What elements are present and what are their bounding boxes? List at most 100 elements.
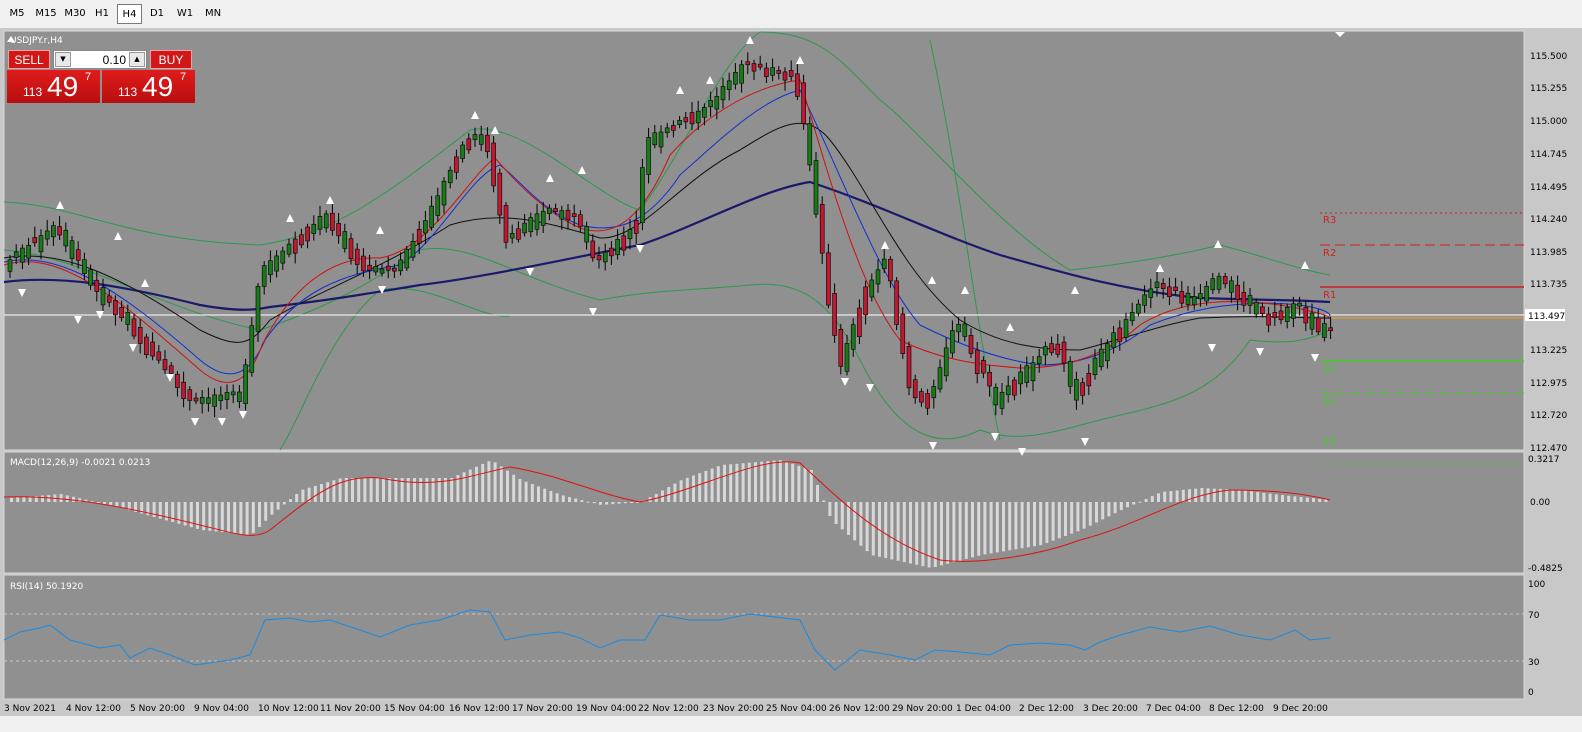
candle-body — [1074, 379, 1079, 401]
macd-bar — [1076, 502, 1080, 532]
macd-bar — [1150, 496, 1154, 502]
chart-area[interactable]: USDJPY.r,H4 R3 R2 R1 S1 S2 S3 113.497 11… — [0, 28, 1582, 716]
macd-bar — [995, 502, 999, 553]
candle-body — [460, 144, 465, 159]
fractal-up-marker — [141, 279, 149, 287]
bid-price-box[interactable]: 113 49 7 — [7, 70, 100, 103]
macd-bar — [772, 460, 776, 502]
candle-body — [144, 336, 149, 355]
tf-m15-button[interactable]: M15 — [35, 8, 57, 19]
macd-bar — [710, 468, 714, 502]
candle-body — [900, 313, 906, 354]
macd-tick: -0.4825 — [1528, 564, 1563, 574]
tf-mn-button[interactable]: MN — [204, 8, 222, 19]
candle-body — [224, 392, 230, 400]
fractal-up-marker — [286, 214, 294, 222]
macd-bar — [183, 502, 187, 526]
fractal-up-marker — [796, 56, 804, 64]
macd-bar — [1020, 502, 1024, 549]
candle-body — [311, 223, 317, 234]
macd-bar — [549, 491, 553, 502]
candle-body — [348, 238, 354, 260]
macd-bar — [1299, 496, 1303, 502]
macd-bar — [518, 478, 522, 502]
rsi-line — [3, 609, 1331, 671]
macd-bar — [332, 480, 336, 502]
price-tick: 115.000 — [1530, 117, 1567, 127]
macd-bar — [1175, 490, 1179, 502]
candle-body — [1055, 343, 1061, 355]
candle-body — [447, 169, 453, 184]
candle-body — [627, 229, 633, 240]
fractal-up-marker — [326, 196, 334, 204]
sell-button[interactable]: SELL — [8, 50, 50, 69]
price-tick: 114.240 — [1530, 215, 1567, 225]
lot-increase-button[interactable]: ▲ — [129, 52, 145, 67]
date-tick: 2 Dec 12:00 — [1019, 704, 1074, 714]
lot-size-value[interactable]: 0.10 — [102, 53, 126, 67]
macd-bar — [1033, 502, 1036, 547]
candle-body — [175, 373, 180, 388]
chart-canvas[interactable]: USDJPY.r,H4 R3 R2 R1 S1 S2 S3 113.497 11… — [0, 28, 1582, 716]
macd-bar — [1250, 491, 1253, 502]
candle-body — [925, 393, 930, 409]
tf-d1-button[interactable]: D1 — [149, 8, 165, 19]
timeframe-toolbar: M5 M15 M30 H1 H4 D1 W1 MN — [0, 0, 1582, 29]
bid-price-prefix: 113 — [23, 85, 43, 99]
candle-body — [410, 241, 416, 258]
macd-bar — [729, 464, 733, 502]
candle-body — [1328, 327, 1333, 332]
macd-bar — [34, 495, 38, 502]
candle-body — [1061, 341, 1067, 364]
macd-bar — [189, 502, 193, 528]
date-tick: 23 Nov 20:00 — [703, 704, 764, 714]
macd-bar — [320, 484, 323, 502]
candle-body — [584, 226, 589, 243]
tf-m30-button[interactable]: M30 — [64, 8, 86, 19]
lot-decrease-button[interactable]: ▼ — [55, 52, 71, 67]
ask-price-box[interactable]: 113 49 7 — [102, 70, 195, 103]
macd-bar — [233, 502, 237, 534]
macd-bar — [543, 488, 547, 502]
tf-h1-button[interactable]: H1 — [95, 8, 109, 19]
macd-bar — [933, 502, 937, 568]
candle-body — [596, 254, 602, 261]
macd-bar — [1243, 490, 1247, 502]
tf-w1-button[interactable]: W1 — [176, 8, 194, 19]
macd-bar — [741, 463, 745, 502]
candle-body — [106, 295, 112, 303]
fractal-up-marker — [546, 174, 554, 182]
lot-size-field[interactable]: ▼ 0.10 ▲ — [53, 50, 147, 69]
date-tick: 11 Nov 20:00 — [320, 704, 381, 714]
candle-body — [82, 259, 87, 274]
macd-bar — [444, 478, 447, 502]
candle-body — [330, 212, 335, 231]
price-tick: 114.495 — [1530, 183, 1567, 193]
fractal-down-marker — [1311, 354, 1319, 362]
collapse-triangle-icon — [7, 36, 15, 42]
candle-body — [968, 335, 974, 354]
macd-bar — [760, 461, 764, 502]
macd-bar — [1231, 489, 1235, 502]
macd-bar — [940, 502, 943, 566]
macd-bar — [1119, 502, 1123, 511]
candle-body — [162, 359, 168, 371]
candle-body — [361, 255, 366, 272]
tf-h4-button[interactable]: H4 — [117, 4, 142, 24]
candle-body — [373, 266, 379, 273]
macd-tick: 0.00 — [1530, 498, 1550, 508]
candle-body — [937, 367, 943, 390]
candle-body — [689, 112, 695, 125]
candle-body — [974, 349, 980, 375]
candle-body — [652, 132, 658, 146]
candle-body — [726, 80, 732, 90]
tf-m5-button[interactable]: M5 — [9, 8, 25, 19]
candle-body — [1291, 303, 1296, 319]
macd-bar — [1212, 488, 1216, 502]
fractal-down-marker — [929, 442, 937, 450]
macd-bar — [270, 502, 274, 515]
candle-body — [695, 110, 701, 124]
candle-body — [1216, 276, 1222, 290]
price-axis: 115.500 115.255 115.000 114.745 114.495 … — [1530, 52, 1567, 454]
buy-button[interactable]: BUY — [150, 50, 192, 69]
